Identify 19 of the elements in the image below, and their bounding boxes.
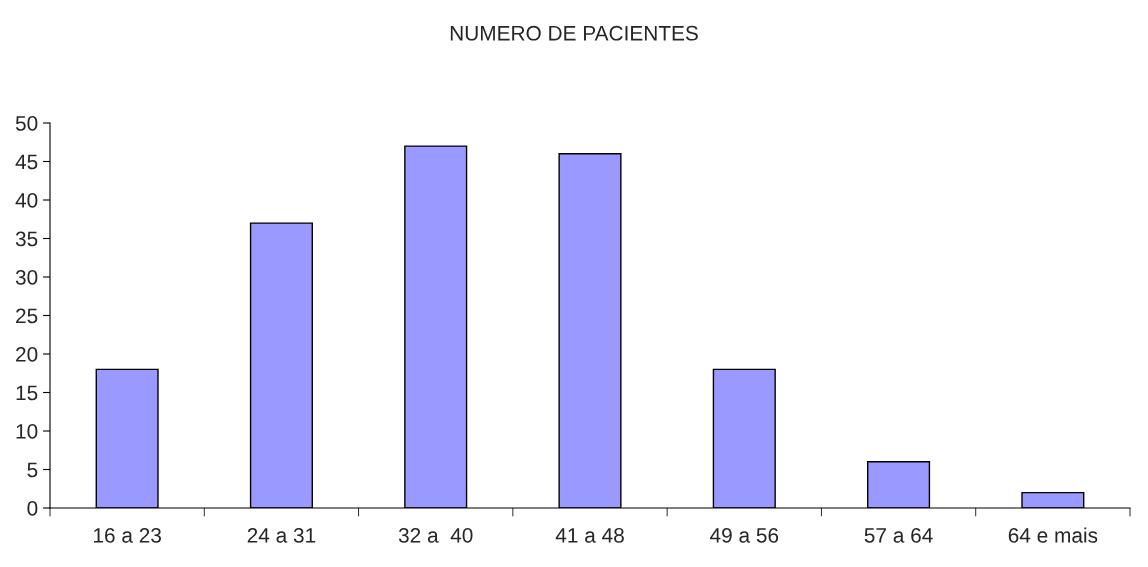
x-tick-label: 41 a 48 (555, 527, 624, 543)
x-tick-label: 57 a 64 (864, 527, 933, 543)
y-tick-label: 10 (16, 424, 38, 439)
y-tick-label: 25 (16, 308, 38, 324)
y-tick-label: 50 (15, 116, 38, 131)
y-tick-label: 45 (15, 154, 38, 170)
y-tick-label: 0 (27, 501, 38, 516)
y-tick-label: 20 (16, 347, 38, 362)
chart-title: NUMERO DE PACIENTES (450, 25, 698, 41)
x-tick-label: 32 a 40 (398, 527, 473, 543)
y-tick-label: 5 (27, 462, 38, 478)
y-tick-label: 30 (15, 270, 38, 285)
x-tick-label: 49 a 56 (710, 527, 779, 543)
x-tick-label: 16 a 23 (93, 527, 161, 543)
x-tick-label: 24 a 31 (247, 527, 316, 543)
y-tick-label: 35 (15, 231, 38, 247)
y-tick-label: 15 (16, 385, 38, 401)
x-tick-label: 64 e mais (1008, 527, 1098, 543)
y-tick-label: 40 (15, 193, 38, 208)
